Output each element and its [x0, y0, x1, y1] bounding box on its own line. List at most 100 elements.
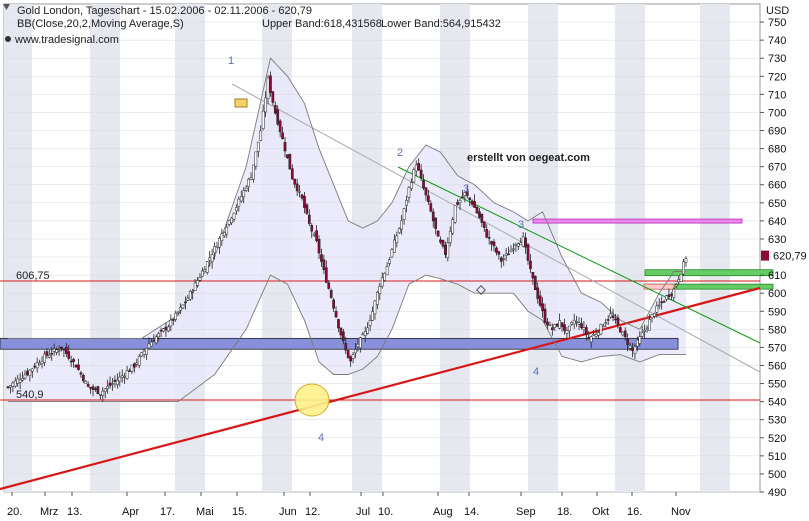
candle-body: [672, 288, 676, 298]
candle-body: [286, 154, 289, 158]
candle-body: [349, 356, 352, 362]
wave-label: 4: [533, 366, 539, 378]
candle-body: [315, 230, 318, 242]
candle-body: [169, 319, 173, 327]
candle-body: [587, 337, 591, 339]
candle-body: [33, 365, 37, 368]
candle-body: [602, 325, 605, 328]
y-tick-label: 500: [768, 469, 786, 481]
candle-body: [147, 343, 151, 349]
candle-body: [77, 364, 80, 370]
y-tick-label: 710: [768, 89, 786, 101]
x-tick-label: Nov: [671, 506, 691, 518]
copyright-icon: [5, 36, 11, 42]
y-tick-label: 510: [768, 451, 786, 463]
candle-body: [341, 331, 345, 341]
candle-body: [577, 322, 581, 325]
y-tick-label: 730: [768, 53, 786, 65]
candle-body: [79, 372, 83, 375]
resistance-zone-pink: [532, 218, 743, 224]
candle-body: [444, 245, 447, 255]
candle-body: [553, 324, 557, 328]
candle-body: [546, 321, 549, 326]
candle-body: [322, 259, 326, 270]
x-axis: 20. Mrz 13. Apr 17. Mai 15. Jun 12. Jul 10. Aug 14. S…: [7, 492, 691, 518]
author-annotation: erstellt von oegeat.com: [467, 152, 590, 164]
candle-body: [225, 227, 229, 235]
chart-title: Gold London, Tageschart - 15.02.2006 - 0…: [17, 5, 312, 17]
candle-body: [74, 364, 78, 368]
x-tick-label: 18.: [557, 506, 572, 518]
candle-body: [405, 200, 408, 206]
candle-body: [133, 363, 136, 368]
candle-body: [575, 321, 578, 323]
y-tick-label: 740: [768, 35, 786, 47]
candle-body: [461, 196, 464, 199]
candle-body: [424, 187, 428, 196]
candle-body: [419, 169, 423, 179]
candle-body: [256, 141, 260, 152]
candle-body: [81, 374, 85, 382]
candle-body: [91, 386, 95, 390]
bollinger-bands: [8, 57, 686, 403]
diamond-marker: [476, 285, 486, 295]
wave-label: 4: [318, 432, 324, 444]
y-tick-label: 600: [768, 288, 786, 300]
candle-body: [60, 346, 63, 349]
y-tick-label: 530: [768, 415, 786, 427]
candle-body: [648, 319, 651, 331]
candle-body: [337, 319, 340, 329]
candle-body: [118, 376, 122, 382]
candle-body: [208, 257, 212, 261]
candle-body: [414, 164, 418, 172]
x-tick-label: 17.: [160, 506, 175, 518]
wave-label: 1: [228, 55, 234, 67]
candle-body: [480, 213, 484, 223]
candle-body: [290, 168, 294, 180]
candle-body: [227, 219, 231, 225]
x-tick-label: 12.: [305, 506, 320, 518]
collapse-arrow-icon[interactable]: [3, 4, 10, 10]
candle-body: [305, 204, 309, 214]
candle-body: [451, 219, 455, 234]
candle-body: [210, 254, 214, 262]
candle-body: [655, 305, 659, 313]
candle-body: [98, 394, 102, 396]
candle-body: [521, 236, 525, 247]
candle-body: [606, 319, 610, 321]
wave-label: 3: [463, 183, 469, 195]
candle-body: [470, 200, 474, 205]
candle-body: [567, 325, 571, 331]
candle-body: [239, 196, 243, 202]
candle-body: [28, 369, 32, 376]
candle-body: [164, 326, 168, 331]
indicator-label: BB(Close,20,2,Moving Average,S): [17, 18, 184, 30]
candle-body: [519, 242, 523, 246]
candle-body: [101, 390, 105, 396]
candle-body: [597, 332, 600, 336]
grey-trendline: [231, 83, 761, 373]
candle-body: [645, 327, 649, 330]
candle-body: [327, 282, 331, 289]
candle-body: [390, 249, 394, 258]
candle-body: [533, 275, 537, 290]
candle-body: [6, 386, 10, 388]
candle-body: [23, 374, 27, 379]
candle-body: [278, 120, 282, 133]
source-label: www.tradesignal.com: [14, 34, 119, 46]
candle-body: [541, 303, 544, 312]
candle-body: [402, 208, 406, 220]
y-tick-label: 680: [768, 144, 786, 156]
candle-body: [509, 249, 513, 253]
candle-body: [555, 323, 559, 327]
candle-body: [482, 221, 486, 228]
candle-body: [502, 258, 506, 260]
x-tick-label: Sep: [516, 506, 536, 518]
candle-body: [507, 253, 510, 256]
candle-body: [487, 237, 491, 239]
wave-label: 3: [518, 219, 524, 231]
candle-body: [312, 233, 316, 236]
candle-body: [628, 345, 632, 349]
candle-body: [35, 362, 39, 369]
